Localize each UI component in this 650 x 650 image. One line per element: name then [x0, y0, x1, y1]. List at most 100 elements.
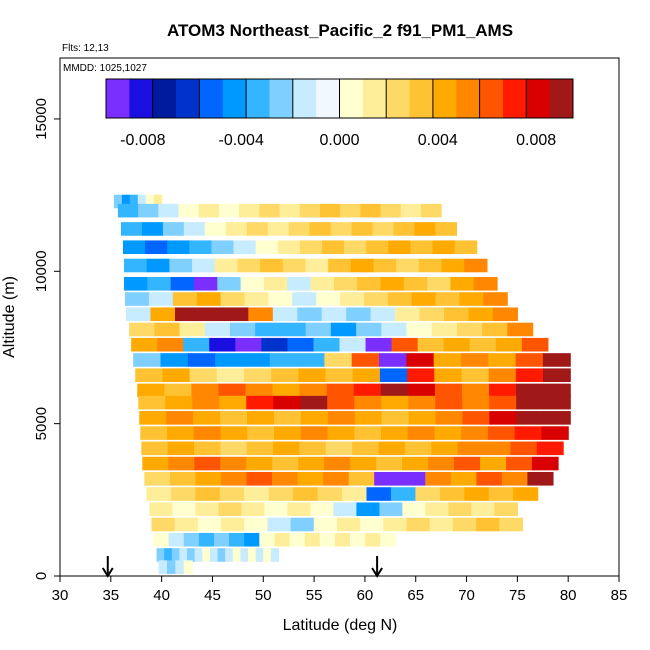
- colorbar-segment: [409, 79, 434, 118]
- heatmap-cell: [255, 322, 282, 337]
- flights-note: Flts: 12,13: [62, 43, 109, 54]
- heatmap-cell: [245, 383, 274, 398]
- heatmap-cell: [435, 222, 457, 236]
- heatmap-cell: [193, 426, 222, 440]
- heatmap-cell: [189, 368, 218, 382]
- colorbar-segment: [479, 79, 504, 118]
- heatmap-cell: [248, 548, 257, 562]
- heatmap-cell: [488, 368, 517, 382]
- heatmap-cell: [407, 383, 436, 398]
- heatmap-cell: [425, 471, 452, 486]
- heatmap-cell: [137, 194, 147, 209]
- heatmap-cell: [133, 353, 162, 367]
- x-tick-label: 85: [611, 587, 628, 604]
- heatmap-cell: [146, 258, 170, 273]
- heatmap-cell: [297, 353, 325, 367]
- heatmap-cell: [140, 426, 168, 440]
- heatmap-cell: [242, 353, 271, 367]
- heatmap-cell: [225, 548, 234, 562]
- heatmap-cell: [151, 517, 176, 532]
- heatmap-cell: [461, 383, 490, 398]
- heatmap-cell: [379, 368, 408, 382]
- heatmap-cell: [183, 560, 193, 574]
- heatmap-cell: [483, 292, 508, 306]
- heatmap-cell: [259, 203, 281, 218]
- heatmap-cell: [138, 395, 166, 410]
- heatmap-cell: [494, 502, 518, 517]
- heatmap-cell: [313, 337, 341, 352]
- heatmap-cell: [269, 353, 298, 367]
- heatmap-cell: [469, 337, 497, 352]
- heatmap-cell: [194, 548, 203, 562]
- heatmap-cell: [489, 395, 517, 410]
- heatmap-cell: [325, 368, 354, 382]
- heatmap-cell: [532, 456, 559, 471]
- heatmap-cell: [471, 502, 495, 517]
- heatmap-cell: [450, 276, 475, 291]
- heatmap-cell: [536, 441, 564, 456]
- heatmap-cell: [194, 441, 221, 456]
- colorbar-tick-label: 0.004: [418, 132, 458, 149]
- heatmap-cell: [354, 395, 382, 410]
- heatmap-cell: [274, 532, 291, 547]
- colorbar-segment: [269, 79, 294, 118]
- heatmap-cell: [411, 292, 437, 306]
- heatmap-cell: [309, 222, 332, 236]
- heatmap-cell: [366, 240, 389, 255]
- heatmap-cell: [277, 240, 301, 255]
- colorbar-tick-label: 0.000: [319, 132, 359, 149]
- heatmap-cell: [304, 532, 321, 547]
- heatmap-cell: [169, 471, 197, 486]
- heatmap-cell: [435, 395, 463, 410]
- heatmap-cell: [150, 307, 176, 322]
- heatmap-cell: [435, 411, 464, 425]
- x-tick-label: 45: [204, 587, 221, 604]
- heatmap-cell: [489, 411, 517, 425]
- heatmap-cell: [501, 471, 528, 486]
- colorbar-tick-label: 0.008: [516, 132, 556, 149]
- heatmap-cell: [141, 222, 164, 236]
- heatmap-cell: [487, 426, 516, 440]
- heatmap-cell: [380, 532, 396, 547]
- heatmap-cell: [507, 322, 534, 337]
- heatmap-cell: [170, 276, 195, 291]
- heatmap-cell: [217, 276, 242, 291]
- heatmap-cell: [192, 258, 216, 273]
- heatmap-cell: [462, 411, 491, 425]
- heatmap-cell: [164, 548, 173, 562]
- heatmap-cell: [146, 487, 172, 501]
- heatmap-cell: [316, 292, 341, 306]
- heatmap-cell: [137, 383, 165, 398]
- heatmap-cell: [287, 502, 312, 517]
- heatmap-layer: [113, 194, 571, 574]
- heatmap-cell: [300, 411, 329, 425]
- heatmap-cell: [464, 487, 490, 501]
- heatmap-cell: [366, 487, 392, 501]
- heatmap-cell: [213, 532, 230, 547]
- heatmap-cell: [390, 487, 417, 501]
- heatmap-cell: [289, 532, 306, 547]
- heatmap-cell: [153, 532, 170, 547]
- heatmap-cell: [220, 426, 248, 440]
- x-tick-label: 55: [306, 587, 323, 604]
- heatmap-cell: [171, 548, 181, 562]
- heatmap-cell: [327, 395, 355, 410]
- heatmap-cell: [282, 258, 307, 273]
- heatmap-cell: [220, 456, 247, 471]
- heatmap-cell: [443, 307, 470, 322]
- heatmap-cell: [489, 383, 517, 398]
- heatmap-cell: [198, 532, 215, 547]
- heatmap-cell: [145, 194, 155, 209]
- heatmap-cell: [217, 548, 226, 562]
- heatmap-cell: [244, 517, 269, 532]
- heatmap-cell: [194, 456, 221, 471]
- heatmap-cell: [393, 222, 416, 236]
- heatmap-cell: [542, 353, 571, 367]
- heatmap-cell: [350, 456, 377, 471]
- heatmap-cell: [403, 276, 428, 291]
- heatmap-cell: [399, 471, 426, 486]
- heatmap-cell: [428, 456, 455, 471]
- heatmap-cell: [363, 292, 389, 306]
- heatmap-cell: [480, 456, 507, 471]
- heatmap-cell: [179, 548, 188, 562]
